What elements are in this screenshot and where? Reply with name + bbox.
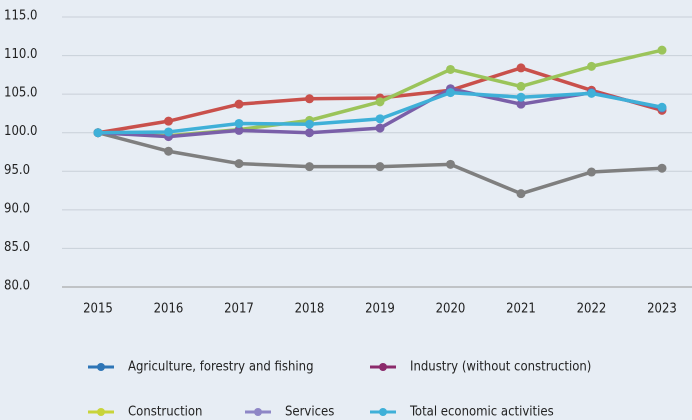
y-tick-label: 100.0 <box>4 124 37 139</box>
legend-label: Industry (without construction) <box>410 360 591 375</box>
point <box>305 128 314 138</box>
point <box>164 127 173 137</box>
legend-icon <box>97 408 105 416</box>
point <box>234 118 244 128</box>
y-tick-label: 105.0 <box>4 86 37 101</box>
point <box>164 146 173 156</box>
point <box>446 64 455 74</box>
x-tick-label: 2020 <box>436 302 466 317</box>
y-tick-label: 80.0 <box>4 279 30 294</box>
x-tick-label: 2018 <box>295 302 325 317</box>
x-tick-label: 2017 <box>224 302 254 317</box>
point <box>234 159 244 169</box>
point <box>587 88 596 98</box>
y-tick-label: 90.0 <box>4 201 30 216</box>
point <box>516 63 526 73</box>
point <box>305 94 314 104</box>
legend-label: Agriculture, forestry and fishing <box>128 360 314 375</box>
legend-icon <box>97 363 105 371</box>
point <box>657 45 667 55</box>
y-tick-label: 85.0 <box>4 240 30 255</box>
legend-icon <box>379 408 387 416</box>
point <box>164 116 173 126</box>
point <box>657 163 667 173</box>
point <box>446 88 455 98</box>
point <box>516 189 526 199</box>
point <box>375 97 385 107</box>
y-tick-label: 95.0 <box>4 163 30 178</box>
legend-icon <box>254 408 262 416</box>
legend-label: Services <box>285 405 334 420</box>
point <box>516 92 526 102</box>
point <box>446 159 455 169</box>
point <box>234 125 244 135</box>
point <box>516 99 526 109</box>
x-tick-label: 2022 <box>577 302 607 317</box>
point <box>93 128 103 138</box>
x-tick-label: 2019 <box>365 302 395 317</box>
point <box>375 114 385 124</box>
point <box>657 102 667 112</box>
point <box>305 119 314 129</box>
point <box>587 61 596 71</box>
point <box>375 162 385 172</box>
legend-label: Total economic activities <box>409 405 554 420</box>
x-tick-label: 2016 <box>154 302 184 317</box>
point <box>516 81 526 91</box>
point <box>375 123 385 133</box>
point <box>587 167 596 177</box>
x-tick-label: 2021 <box>506 302 536 317</box>
legend-label: Construction <box>128 405 202 420</box>
legend-icon <box>379 363 387 371</box>
y-tick-label: 110.0 <box>4 47 37 62</box>
point <box>305 162 314 172</box>
x-tick-label: 2015 <box>83 302 113 317</box>
point <box>234 99 244 109</box>
x-tick-label: 2023 <box>647 302 677 317</box>
y-tick-label: 115.0 <box>4 9 37 24</box>
